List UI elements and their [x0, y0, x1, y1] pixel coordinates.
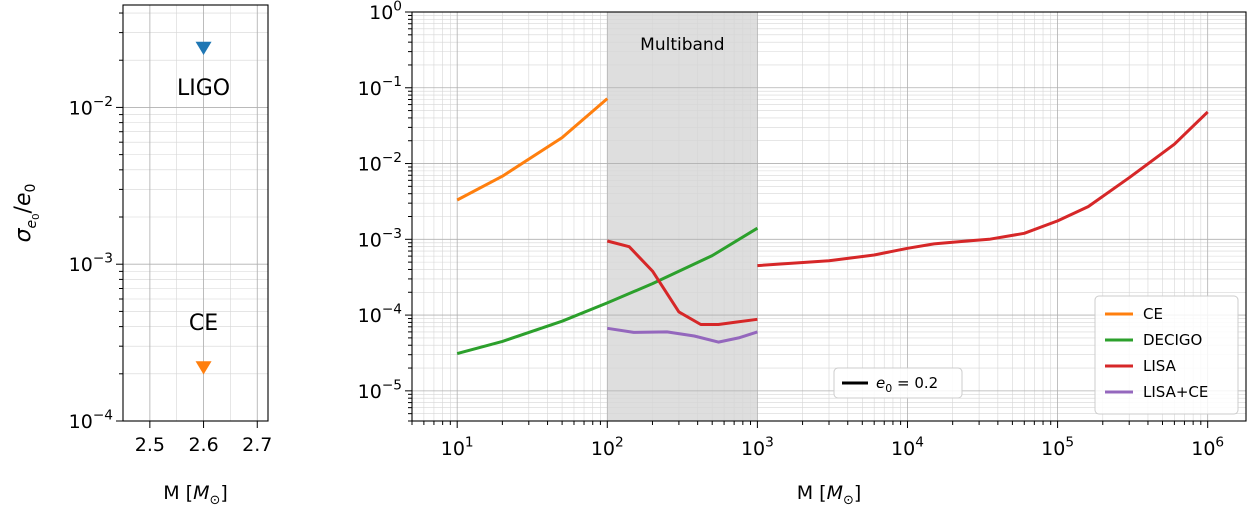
legend-label-lisa: LISA [1143, 357, 1177, 375]
y-tick-label: 10−3 [69, 251, 113, 277]
y-tick-label: 10−5 [358, 377, 402, 403]
legend-box [1094, 295, 1239, 415]
right-chart-panel: 101 102 103 104 105 106 10−5 10−4 10−3 10−2 10−1 10… [358, 0, 1247, 508]
x-tick-label: 105 [1041, 434, 1074, 460]
series-line-lisa-ce-0 [607, 326, 758, 344]
legend-label-ce: CE [1143, 305, 1163, 323]
x-tick-label: 2.5 [135, 434, 165, 456]
left-chart-panel: 10−4 10−3 10−2 2.5 2.6 2.7 LIGO CE M [M⊙] σe0/e0 [11, 4, 272, 508]
x-axis-label: M [M⊙] [797, 482, 862, 505]
x-tick-label: 104 [891, 434, 924, 460]
y-tick-label: 10−3 [358, 226, 402, 252]
style-legend-box [833, 367, 963, 399]
x-tick-label: 2.7 [242, 434, 272, 456]
annotation-ligo: LIGO [177, 76, 230, 101]
x-tick-label: 2.6 [188, 434, 218, 456]
series-line-ce-0 [456, 97, 609, 202]
axes-frame [411, 11, 1247, 422]
axes-frame [122, 4, 269, 422]
series-line-lisa-1 [757, 110, 1209, 268]
triangle-marker-ligo [195, 41, 212, 56]
style-legend-label: e0 = 0.2 [876, 374, 938, 395]
annotation-ce: CE [189, 311, 218, 336]
multiband-label: Multiband [640, 35, 724, 55]
y-tick-label: 10−2 [358, 150, 402, 176]
legend-label-lisa-ce: LISA+CE [1143, 383, 1208, 401]
x-tick-label: 106 [1191, 434, 1224, 460]
legend-label-decigo: DECIGO [1143, 331, 1202, 349]
x-tick-label: 101 [441, 434, 474, 460]
x-tick-label: 102 [591, 434, 624, 460]
y-axis-label: σe0/e0 [11, 184, 42, 243]
series-line-decigo-0 [456, 226, 759, 356]
y-tick-label: 10−4 [358, 302, 402, 328]
y-tick-label: 10−1 [358, 74, 402, 100]
y-tick-label: 100 [369, 0, 402, 24]
x-tick-label: 103 [741, 434, 774, 460]
series-line-lisa-0 [606, 239, 758, 326]
y-tick-label: 10−4 [69, 407, 113, 433]
y-tick-label: 10−2 [69, 94, 113, 120]
x-axis-label: M [M⊙] [163, 482, 228, 505]
triangle-marker-ce [195, 361, 212, 375]
